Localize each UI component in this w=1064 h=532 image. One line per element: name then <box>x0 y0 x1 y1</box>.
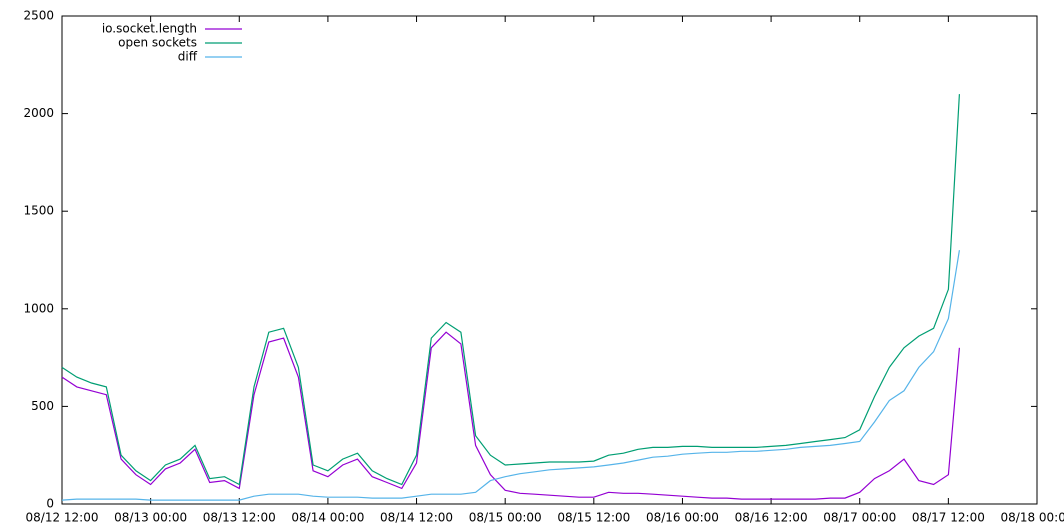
x-tick-label: 08/14 12:00 <box>380 511 453 525</box>
x-tick-label: 08/15 00:00 <box>469 511 542 525</box>
x-tick-label: 08/13 12:00 <box>203 511 276 525</box>
legend-label: open sockets <box>118 36 197 50</box>
series-line <box>61 94 960 486</box>
x-tick-label: 08/17 12:00 <box>912 511 985 525</box>
y-tick-label: 1500 <box>23 204 54 218</box>
y-tick-label: 500 <box>31 399 54 413</box>
legend-label: diff <box>178 50 198 64</box>
x-tick-label: 08/15 12:00 <box>557 511 630 525</box>
x-tick-label: 08/17 00:00 <box>823 511 896 525</box>
y-tick-label: 2500 <box>23 9 54 23</box>
x-tick-label: 08/13 00:00 <box>114 511 187 525</box>
plot-frame <box>61 15 1038 505</box>
x-tick-label: 08/18 00:00 <box>1001 511 1064 525</box>
y-tick-label: 1000 <box>23 301 54 315</box>
x-tick-label: 08/16 00:00 <box>646 511 719 525</box>
x-tick-label: 08/12 12:00 <box>26 511 99 525</box>
series-line <box>61 250 960 501</box>
y-tick-label: 2000 <box>23 106 54 120</box>
x-tick-label: 08/14 00:00 <box>291 511 364 525</box>
y-tick-label: 0 <box>46 497 54 511</box>
series-line <box>61 331 960 500</box>
legend-label: io.socket.length <box>102 22 197 36</box>
x-tick-label: 08/16 12:00 <box>735 511 808 525</box>
